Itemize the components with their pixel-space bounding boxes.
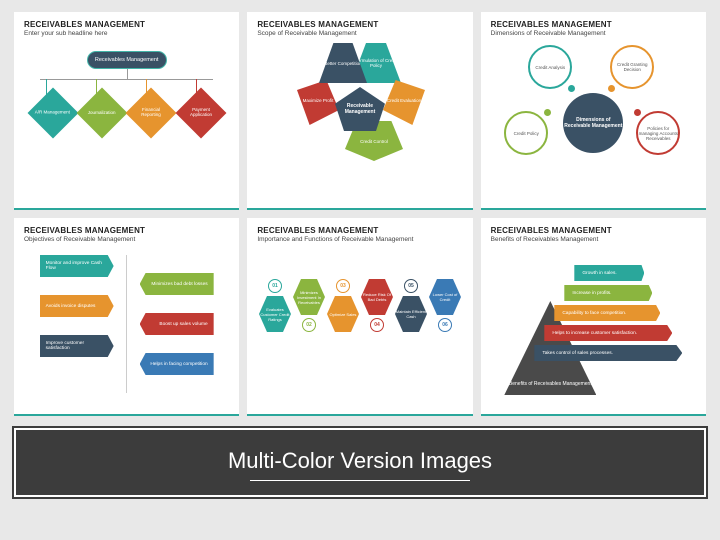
title: RECEIVABLES MANAGEMENT	[491, 226, 696, 235]
hex-node: Maintain Efficient Cash	[395, 296, 427, 332]
objective-box: Helps in facing competition	[140, 353, 214, 375]
pyramid-bar: Growth in sales.	[574, 265, 644, 281]
bubble-map: Dimensions of Receivable Management Cred…	[498, 41, 688, 191]
pyramid-bar: Helps to increase customer satisfaction.	[544, 325, 672, 341]
title: RECEIVABLES MANAGEMENT	[491, 20, 696, 29]
child-nodes: A/R ManagementJournalizationFinancial Re…	[24, 95, 229, 131]
pyramid-bar: Increase in profits.	[564, 285, 652, 301]
footer-title: Multi-Color Version Images	[16, 448, 704, 474]
objective-box: Improve customer satisfaction	[40, 335, 114, 357]
bubble-node: Policies for managing Accounts Receivabl…	[636, 111, 680, 155]
diamond-node: A/R Management	[27, 88, 78, 139]
center: Receivable Management	[335, 87, 385, 131]
diamond-node: Payment Application	[175, 88, 226, 139]
pyramid-bar: Takes control of sales processes.	[534, 345, 682, 361]
footer-banner: Multi-Color Version Images	[14, 428, 706, 497]
diamond-node: Journalization	[77, 88, 128, 139]
title: RECEIVABLES MANAGEMENT	[257, 20, 462, 29]
objective-box: Boost up sales volume	[140, 313, 214, 335]
hex-number: 04	[370, 318, 384, 332]
zigzag: Monitor and improve Cash Flow Minimizes b…	[32, 251, 222, 401]
slide-pentagon: RECEIVABLES MANAGEMENT Scope of Receivab…	[247, 12, 472, 210]
slide-objectives: RECEIVABLES MANAGEMENT Objectives of Rec…	[14, 218, 239, 416]
hex-node: Lower Cost of Credit	[429, 279, 461, 315]
bubble-node: Credit Granting Decision	[610, 45, 654, 89]
hex-number: 02	[302, 318, 316, 332]
diamond-node: Financial Reporting	[126, 88, 177, 139]
title: RECEIVABLES MANAGEMENT	[24, 20, 229, 29]
subtitle: Dimensions of Receivable Management	[491, 30, 696, 37]
slide-bubbles: RECEIVABLES MANAGEMENT Dimensions of Rec…	[481, 12, 706, 210]
center: Dimensions of Receivable Management	[563, 93, 623, 153]
slide-hierarchy: RECEIVABLES MANAGEMENT Enter your sub he…	[14, 12, 239, 210]
hex-number: 03	[336, 279, 350, 293]
hex-node: Reduce Risk Of Bad Debts	[361, 279, 393, 315]
hex-row: 01 Evaluates Customer Credit RatingsMinim…	[257, 279, 462, 332]
hex-node: Evaluates Customer Credit Ratings	[259, 296, 291, 332]
subtitle: Importance and Functions of Receivable M…	[257, 236, 462, 243]
subtitle: Scope of Receivable Management	[257, 30, 462, 37]
subtitle: Enter your sub headline here	[24, 30, 229, 37]
hex-number: 05	[404, 279, 418, 293]
slide-pyramid: RECEIVABLES MANAGEMENT Benefits of Recei…	[481, 218, 706, 416]
title: RECEIVABLES MANAGEMENT	[24, 226, 229, 235]
slide-grid: RECEIVABLES MANAGEMENT Enter your sub he…	[0, 0, 720, 422]
hex-number: 06	[438, 318, 452, 332]
seg: Better Competition	[319, 43, 367, 83]
bubble-node: Credit Analysis	[528, 45, 572, 89]
hex-node: Optimize Sales	[327, 296, 359, 332]
subtitle: Objectives of Receivable Management	[24, 236, 229, 243]
hex-number: 01	[268, 279, 282, 293]
pentagon: Formulation of Credit Policy Credit Eval…	[295, 43, 425, 173]
hex-node: Minimizes Investment In Receivables	[293, 279, 325, 315]
objective-box: Monitor and improve Cash Flow	[40, 255, 114, 277]
pyramid-bar: Capability to face competition.	[554, 305, 660, 321]
objective-box: Minimizes bad debt losses	[140, 273, 214, 295]
objective-box: Avoids invoice disputes	[40, 295, 114, 317]
divider	[250, 480, 470, 481]
root-node: Receivables Management	[87, 51, 167, 69]
subtitle: Benefits of Receivables Management	[491, 236, 696, 243]
pyramid: Benefits of Receivables Management Growt…	[498, 251, 688, 401]
slide-hexagons: RECEIVABLES MANAGEMENT Importance and Fu…	[247, 218, 472, 416]
title: RECEIVABLES MANAGEMENT	[257, 226, 462, 235]
bubble-node: Credit Policy	[504, 111, 548, 155]
